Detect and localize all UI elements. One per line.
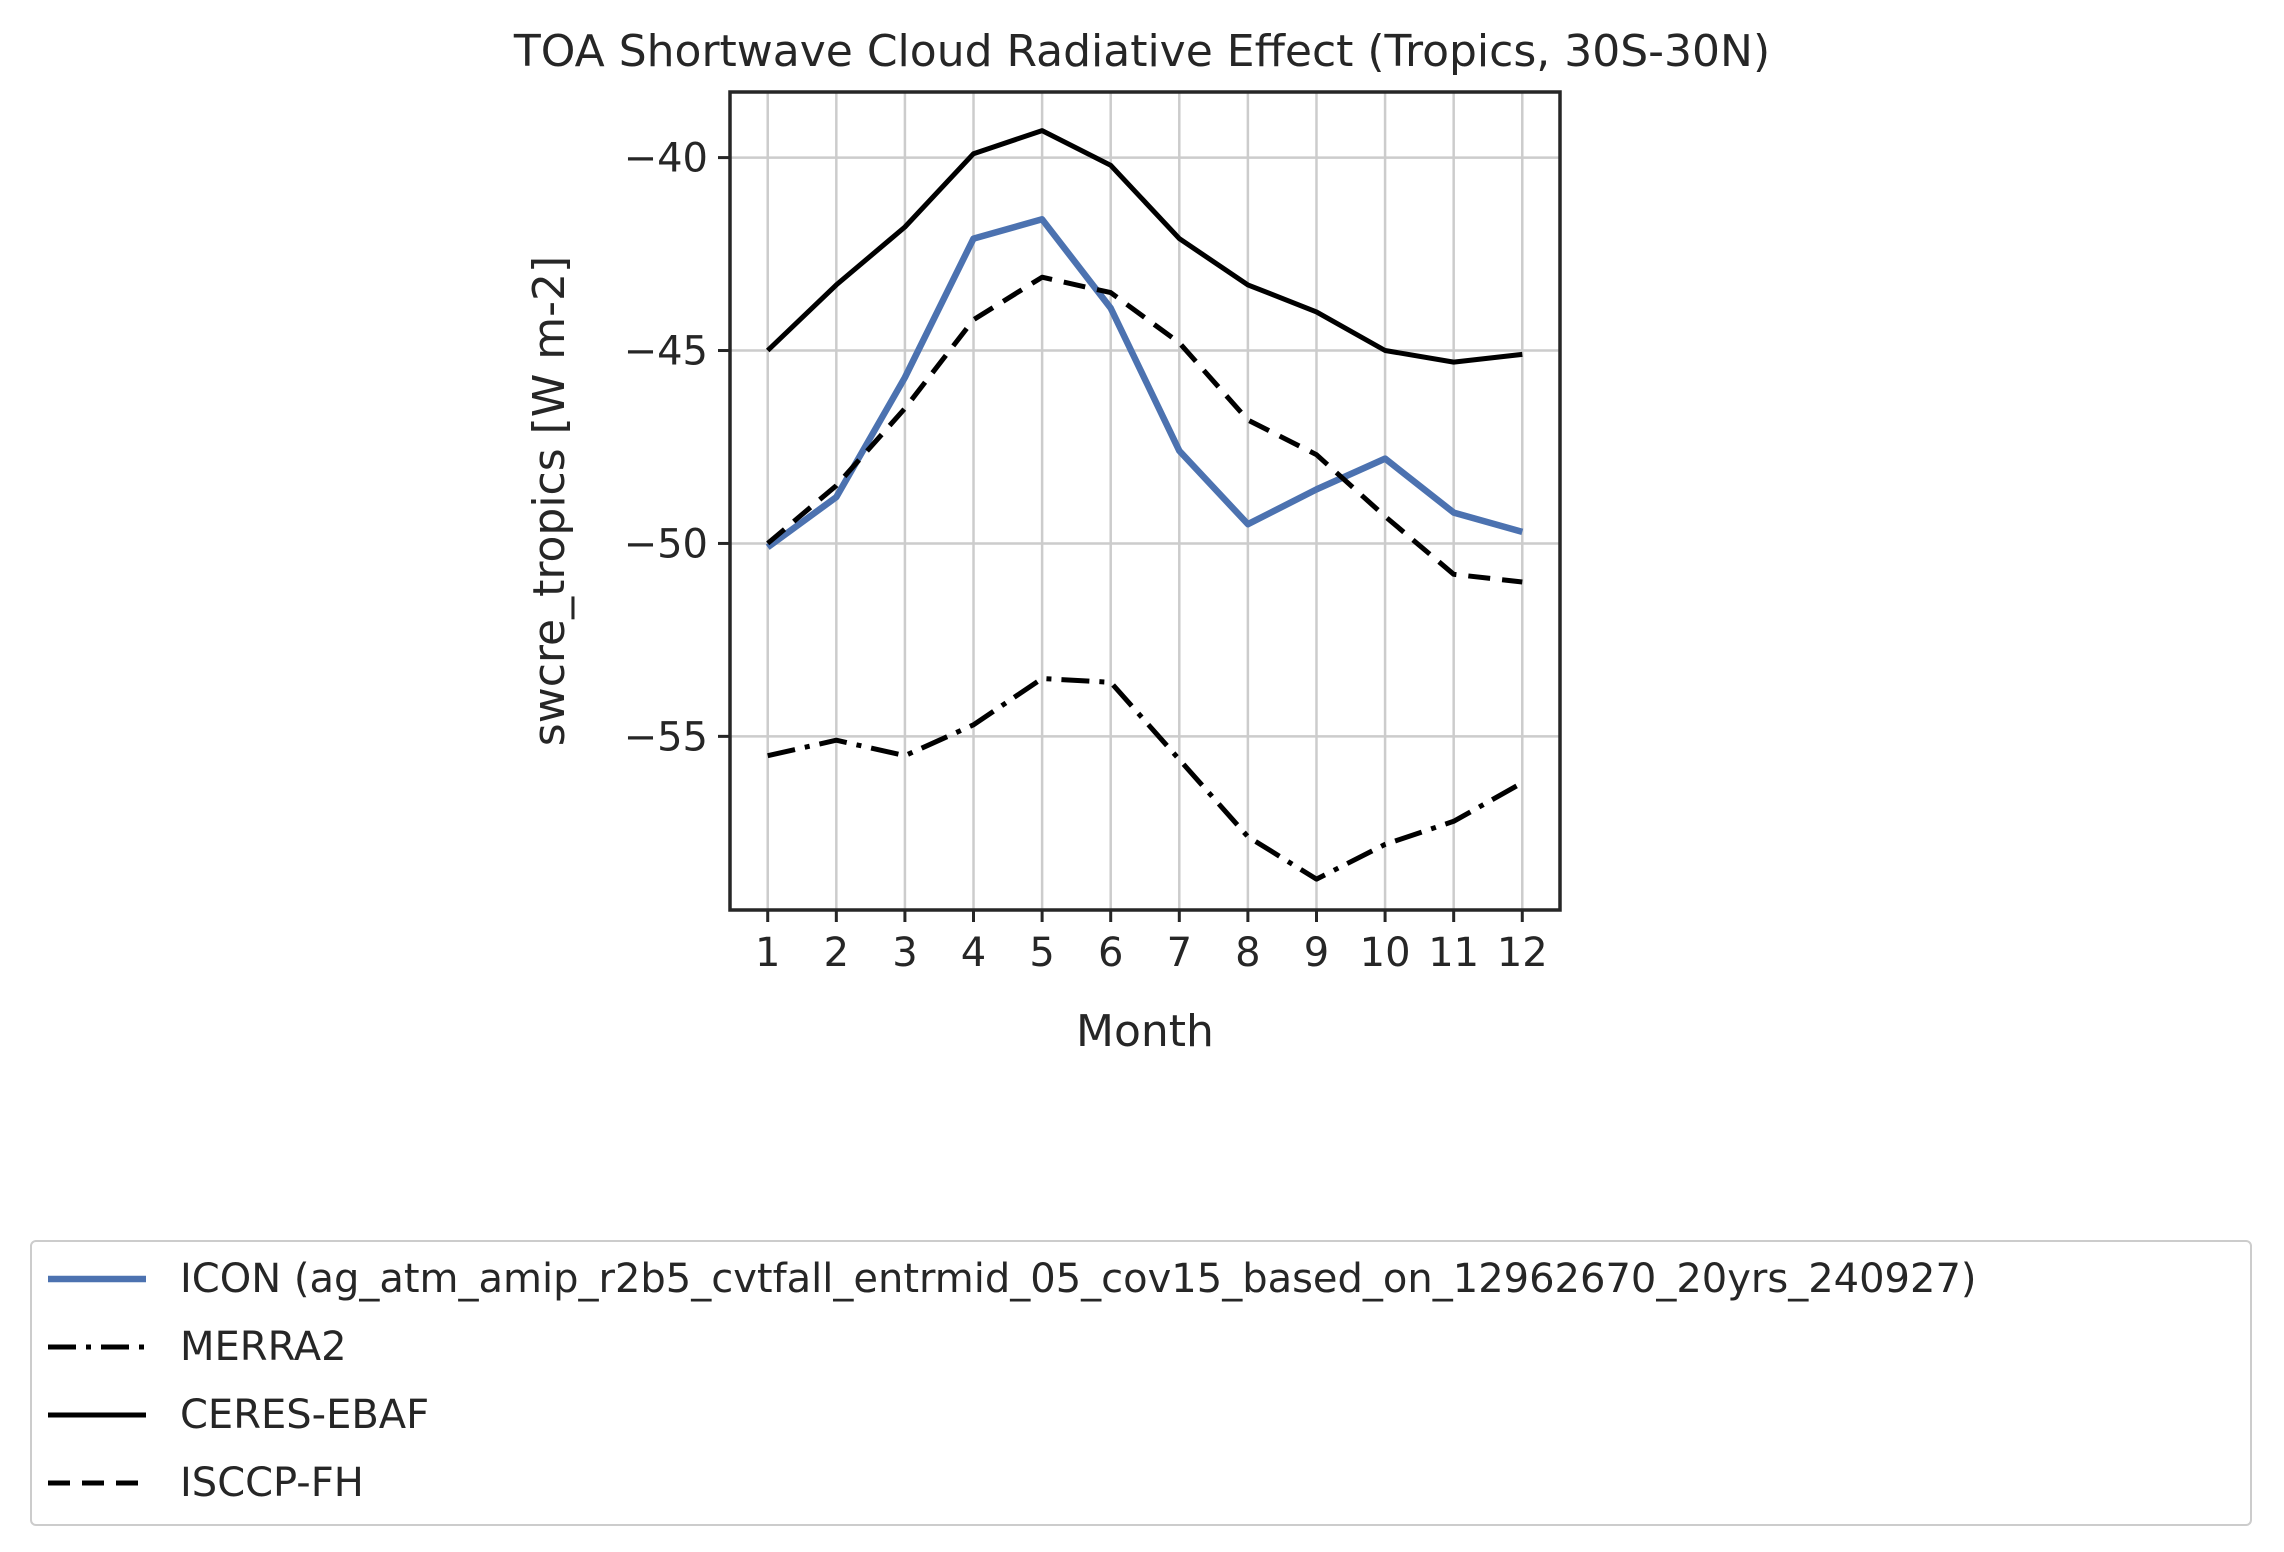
x-tick-label: 11	[1428, 930, 1479, 976]
chart-title: TOA Shortwave Cloud Radiative Effect (Tr…	[513, 26, 1770, 77]
x-tick-label: 7	[1167, 930, 1192, 976]
x-tick-label: 3	[892, 930, 917, 976]
x-tick-label: 2	[824, 930, 849, 976]
x-axis-ticks: 1 2 3 4 5 6 7 8 9 10 11 12	[755, 910, 1548, 976]
legend-swatch-merra2	[48, 1344, 146, 1350]
x-tick-label: 1	[755, 930, 780, 976]
y-axis-label: swcre_tropics [W m-2]	[524, 256, 575, 746]
series-lines	[765, 128, 1524, 882]
series-line-merra2	[767, 676, 1524, 882]
x-axis-label: Month	[1076, 1006, 1214, 1057]
x-tick-label: 10	[1360, 930, 1411, 976]
x-tick-label: 4	[961, 930, 986, 976]
legend-swatch-ceres-ebaf	[48, 1412, 146, 1418]
plot-frame	[728, 90, 1562, 912]
y-tick-label: −50	[624, 521, 708, 567]
y-tick-label: −55	[624, 714, 708, 760]
x-tick-label: 5	[1029, 930, 1054, 976]
y-axis-ticks: −40 −45 −50 −55	[624, 136, 730, 760]
legend: ICON (ag_atm_amip_r2b5_cvtfall_entrmid_0…	[30, 1240, 2252, 1526]
legend-swatch-icon	[48, 1275, 146, 1283]
x-tick-label: 8	[1235, 930, 1260, 976]
legend-label-ceres-ebaf: CERES-EBAF	[180, 1392, 430, 1438]
y-tick-label: −45	[624, 329, 708, 375]
series-line-isccp-fh	[766, 274, 1523, 585]
x-tick-label: 6	[1098, 930, 1123, 976]
legend-label-isccp-fh: ISCCP-FH	[180, 1460, 364, 1506]
legend-swatch-isccp-fh	[48, 1480, 146, 1486]
y-tick-label: −40	[624, 136, 708, 182]
series-line-ceres-ebaf	[765, 128, 1523, 365]
legend-label-merra2: MERRA2	[180, 1324, 347, 1370]
legend-label-icon: ICON (ag_atm_amip_r2b5_cvtfall_entrmid_0…	[180, 1256, 1977, 1302]
series-line-icon	[765, 216, 1524, 550]
x-tick-label: 12	[1497, 930, 1548, 976]
x-tick-label: 9	[1304, 930, 1329, 976]
